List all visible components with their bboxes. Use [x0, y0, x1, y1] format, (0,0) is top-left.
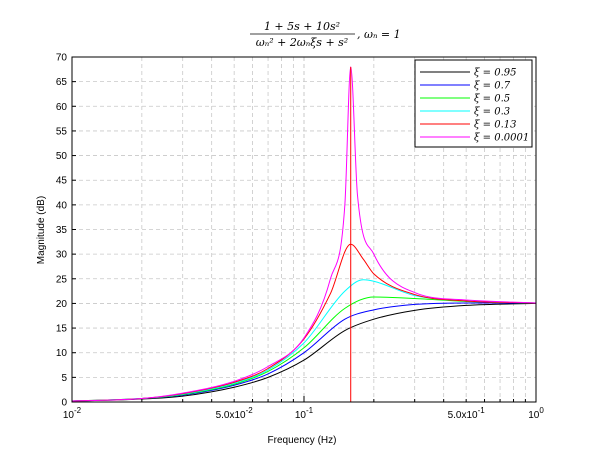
- y-tick-label: 0: [61, 398, 67, 409]
- x-tick-label: 10-2: [63, 406, 82, 421]
- series-lines: [71, 66, 537, 402]
- axes: 0 5 10 15 20 25 30 35 40 45 50 55 60 65 70 10-2 5.0x10-2…: [56, 53, 544, 422]
- y-tick-label: 70: [56, 53, 68, 64]
- series-line-6: [71, 66, 537, 402]
- x-tick-label: 10-1: [295, 406, 314, 421]
- title-numerator: 1 + 5s + 10s²: [264, 20, 340, 33]
- x-axis-label: Frequency (Hz): [268, 435, 337, 446]
- legend-label: ξ = 0.0001: [474, 133, 529, 144]
- title-suffix: , ωₙ = 1: [357, 28, 401, 41]
- y-tick-label: 50: [56, 151, 68, 162]
- y-tick-label: 20: [56, 299, 68, 310]
- y-tick-label: 55: [56, 126, 68, 137]
- title-denominator: ωₙ² + 2ωₙξs + s²: [256, 36, 348, 49]
- legend-label: ξ = 0.13: [474, 120, 517, 131]
- y-tick-label: 10: [56, 348, 68, 359]
- y-tick-label: 30: [56, 250, 68, 261]
- x-tick-label: 5.0x10-2: [216, 406, 254, 421]
- y-tick-label: 35: [56, 225, 68, 236]
- chart-title: 1 + 5s + 10s² ωₙ² + 2ωₙξs + s² , ωₙ = 1: [250, 20, 401, 49]
- legend-label: ξ = 0.3: [474, 107, 510, 118]
- legend: ξ = 0.95 ξ = 0.7 ξ = 0.5 ξ = 0.3 ξ = 0.13 ξ =…: [414, 59, 533, 148]
- y-tick-label: 45: [56, 176, 68, 187]
- y-axis-label: Magnitude (dB): [36, 196, 47, 264]
- x-tick-label: 5.0x10-1: [448, 406, 486, 421]
- legend-label: ξ = 0.5: [474, 94, 510, 105]
- legend-box: [414, 59, 533, 148]
- series-line-1: [71, 302, 537, 402]
- x-tick-label: 100: [528, 406, 544, 421]
- legend-items: ξ = 0.95 ξ = 0.7 ξ = 0.5 ξ = 0.3 ξ = 0.13 ξ =…: [420, 68, 529, 144]
- y-tick-label: 60: [56, 102, 68, 113]
- y-tick-label: 5: [61, 373, 67, 384]
- legend-label: ξ = 0.95: [474, 68, 517, 79]
- y-tick-label: 25: [56, 274, 68, 285]
- y-tick-label: 65: [56, 77, 68, 88]
- y-tick-label: 15: [56, 324, 68, 335]
- legend-label: ξ = 0.7: [474, 81, 511, 92]
- y-tick-label: 40: [56, 200, 68, 211]
